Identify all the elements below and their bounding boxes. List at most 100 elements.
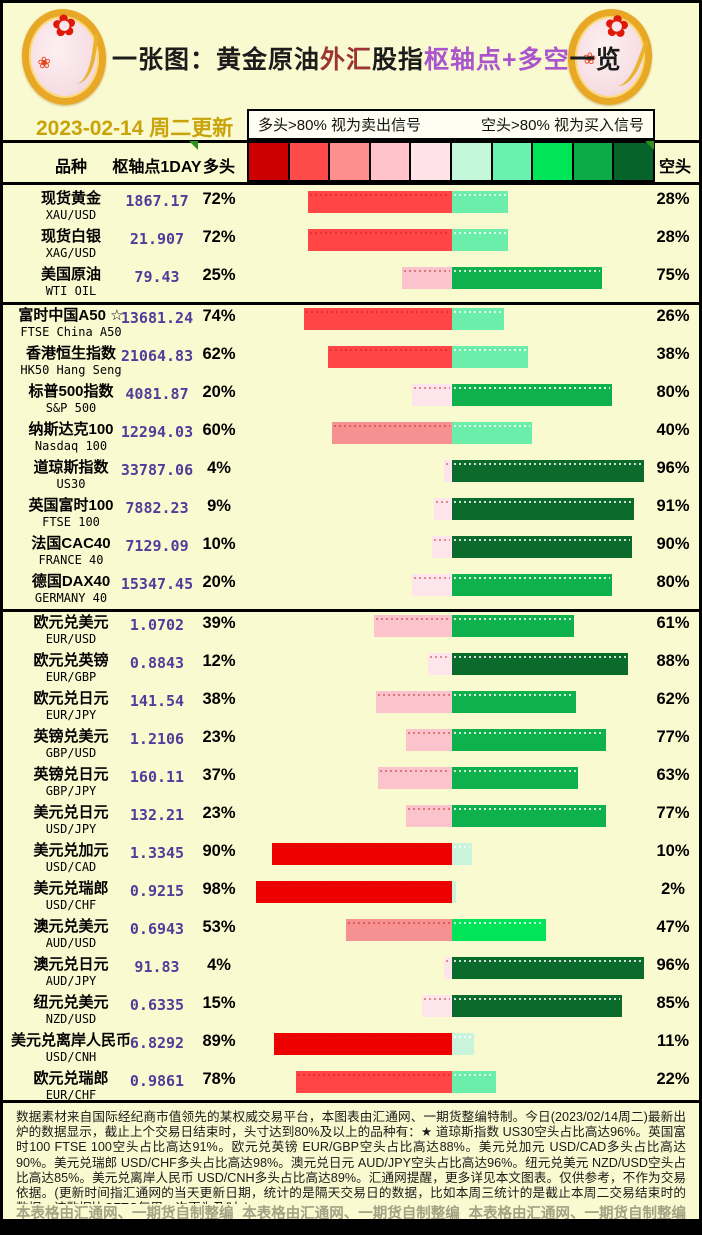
legend-scale-cell (249, 143, 290, 182)
column-header-long: 多头 (202, 159, 235, 176)
column-header-short: 空头 (658, 159, 691, 176)
short-bar (452, 536, 632, 558)
instrument-name-cn: 美元兑加元 (33, 842, 109, 859)
instrument-name: 标普500指数 S&P 500 (6, 383, 136, 416)
long-bar (272, 843, 452, 865)
long-percent: 90% (202, 842, 236, 860)
table-row: 德国DAX40 GERMANY 40 15347.45 20% 80% (0, 571, 702, 609)
table-row: 英镑兑日元 GBP/JPY 160.11 37% 63% (0, 764, 702, 802)
instrument-name: 欧元兑瑞郎 EUR/CHF (6, 1070, 136, 1103)
short-percent: 2% (661, 880, 685, 898)
table-row: 欧元兑美元 EUR/USD 1.0702 39% 61% (0, 612, 702, 650)
table-row: 美元兑离岸人民币 USD/CNH 6.8292 89% 11% (0, 1030, 702, 1068)
pivot-value: 79.43 (134, 268, 180, 286)
fold-marker-icon (189, 141, 198, 150)
pivot-value: 6.8292 (129, 1034, 185, 1052)
table-row: 道琼斯指数 US30 33787.06 4% 96% (0, 457, 702, 495)
instrument-name-en: EUR/USD (45, 632, 97, 646)
long-percent: 12% (202, 652, 236, 670)
legend-scale-cell (614, 143, 655, 182)
legend-scale-cell (289, 143, 331, 182)
long-percent: 25% (202, 266, 236, 284)
title-segment: 一览 (569, 46, 622, 74)
long-bar (428, 653, 452, 675)
short-percent: 88% (656, 652, 690, 670)
title-segment: 股指 (372, 46, 425, 74)
legend-scale-cell (573, 143, 615, 182)
long-bar (308, 229, 452, 251)
table-row: 法国CAC40 FRANCE 40 7129.09 10% 90% (0, 533, 702, 571)
pivot-value: 160.11 (129, 768, 185, 786)
short-bar (452, 191, 508, 213)
instrument-name-cn: 欧元兑瑞郎 (33, 1070, 109, 1087)
pivot-value: 0.9861 (129, 1072, 185, 1090)
table-row: 欧元兑日元 EUR/JPY 141.54 38% 62% (0, 688, 702, 726)
instrument-name-cn: 纳斯达克100 (28, 421, 114, 438)
legend-note-short: 空头>80% 视为买入信号 (481, 117, 644, 134)
short-bar (452, 729, 606, 751)
long-bar (406, 805, 452, 827)
short-percent: 80% (656, 383, 690, 401)
pivot-value: 141.54 (129, 692, 185, 710)
long-bar (332, 422, 452, 444)
pivot-value: 0.6335 (129, 996, 185, 1014)
short-percent: 85% (656, 994, 690, 1012)
short-bar (452, 805, 606, 827)
pivot-value: 15347.45 (120, 575, 194, 593)
short-percent: 90% (656, 535, 690, 553)
table-section: 欧元兑美元 EUR/USD 1.0702 39% 61% 欧元兑英镑 EUR/GBP 0.88… (0, 609, 702, 1106)
long-bar (434, 498, 452, 520)
instrument-name: 现货白银 XAG/USD (6, 228, 136, 261)
short-percent: 11% (656, 1032, 690, 1050)
short-bar (452, 384, 612, 406)
instrument-name: 现货黄金 XAU/USD (6, 190, 136, 223)
short-bar (452, 767, 578, 789)
table-section: 现货黄金 XAU/USD 1867.17 72% 28% 现货白银 XAG/USD 21.90… (0, 188, 702, 302)
short-bar (452, 574, 612, 596)
long-bar (422, 995, 452, 1017)
instrument-name-cn: 美元兑离岸人民币 (10, 1032, 131, 1049)
long-percent: 98% (202, 880, 236, 898)
long-bar (376, 691, 452, 713)
short-percent: 77% (656, 728, 690, 746)
pivot-value: 7882.23 (125, 499, 189, 517)
instrument-name: 澳元兑美元 AUD/USD (6, 918, 136, 951)
instrument-name-en: US30 (56, 477, 86, 491)
instrument-name: 道琼斯指数 US30 (6, 459, 136, 492)
instrument-name-cn: 美元兑日元 (33, 804, 109, 821)
instrument-name: 英镑兑美元 GBP/USD (6, 728, 136, 761)
legend-scale-cell (330, 143, 371, 182)
table-row: 欧元兑英镑 EUR/GBP 0.8843 12% 88% (0, 650, 702, 688)
instrument-name: 美国原油 WTI OIL (6, 266, 136, 299)
flower-small-icon: ❀ (36, 54, 52, 73)
long-bar (444, 460, 452, 482)
long-percent: 20% (202, 383, 236, 401)
pivot-value: 0.8843 (129, 654, 185, 672)
table-section: 富时中国A50 ☆ FTSE China A50 13681.24 74% 26% 香港恒… (0, 302, 702, 609)
instrument-name: 欧元兑英镑 EUR/GBP (6, 652, 136, 685)
long-percent: 39% (202, 614, 236, 632)
long-percent: 20% (202, 573, 236, 591)
table-row: 澳元兑美元 AUD/USD 0.6943 53% 47% (0, 916, 702, 954)
instrument-name-en: AUD/JPY (45, 974, 97, 988)
short-bar (452, 995, 622, 1017)
long-percent: 23% (202, 728, 236, 746)
short-bar (452, 691, 576, 713)
instrument-name-cn: 纽元兑美元 (33, 994, 109, 1011)
pivot-value: 33787.06 (120, 461, 194, 479)
table-row: 美元兑瑞郎 USD/CHF 0.9215 98% 2% (0, 878, 702, 916)
pivot-value: 21064.83 (120, 347, 194, 365)
table-header-row: 品种 枢轴点1DAY 多头 空头 (0, 140, 702, 185)
short-bar (452, 308, 504, 330)
table-row: 美国原油 WTI OIL 79.43 25% 75% (0, 264, 702, 302)
table-row: 标普500指数 S&P 500 4081.87 20% 80% (0, 381, 702, 419)
title-segment: 外汇 (320, 46, 373, 74)
instrument-name-en: USD/CAD (45, 860, 97, 874)
update-date: 2023-02-14 周二更新 (36, 117, 234, 140)
page-title: 一张图：黄金原油外汇股指枢轴点+多空一览 (112, 40, 621, 76)
short-percent: 96% (656, 459, 690, 477)
instrument-name-cn: 澳元兑美元 (33, 918, 109, 935)
bottom-bar (0, 1219, 702, 1235)
legend-scale-cell (451, 143, 493, 182)
long-percent: 53% (202, 918, 236, 936)
